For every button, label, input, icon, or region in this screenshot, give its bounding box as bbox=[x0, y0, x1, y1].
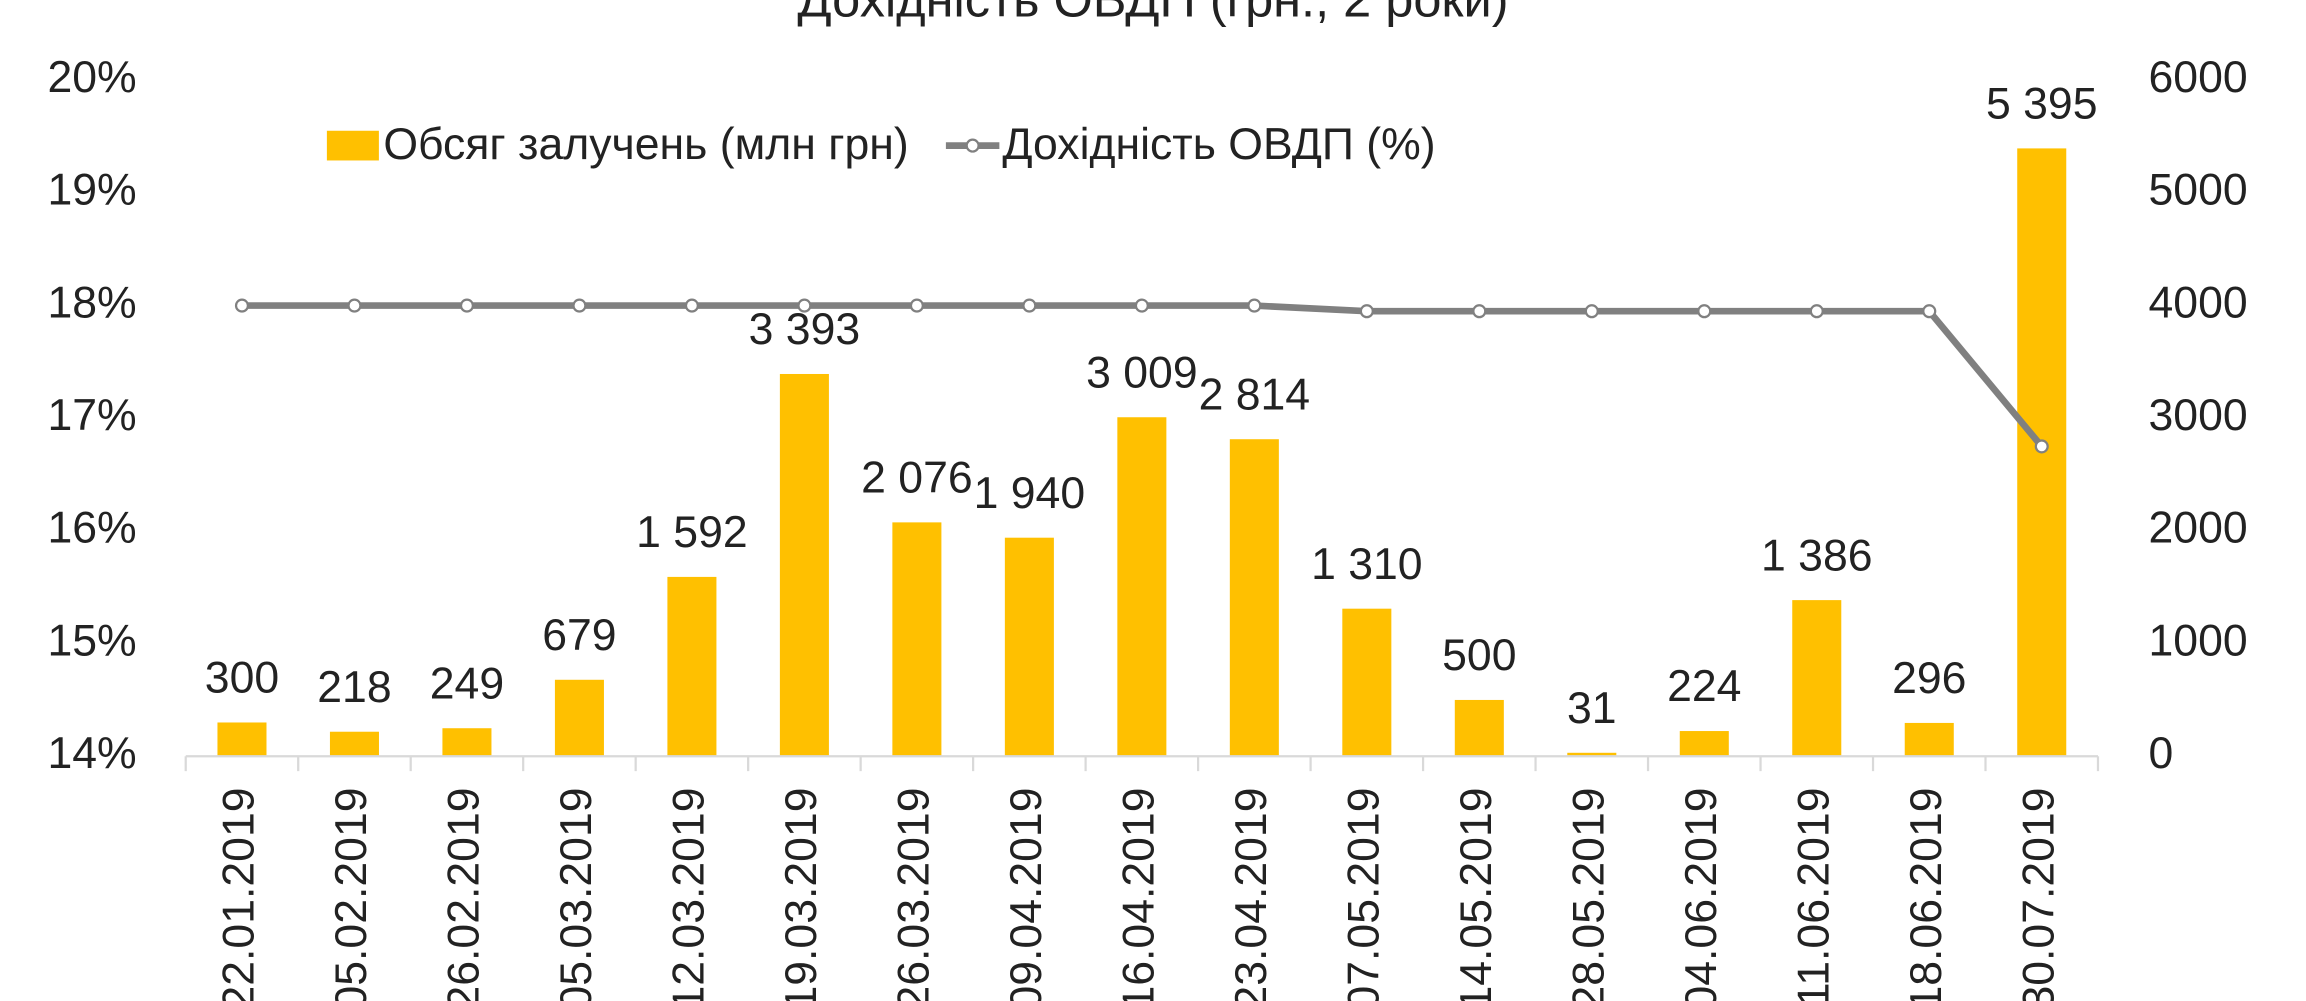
legend-label: Обсяг залучень (млн грн) bbox=[383, 120, 908, 169]
x-tick-label: 07.05.2019 bbox=[1340, 787, 1389, 1001]
value-label: 500 bbox=[1442, 631, 1516, 680]
bar bbox=[1792, 600, 1842, 757]
x-tick-label: 26.02.2019 bbox=[440, 787, 489, 1001]
value-label: 300 bbox=[205, 654, 279, 703]
y-tick-label: 15% bbox=[47, 616, 136, 665]
value-label: 3 393 bbox=[749, 305, 861, 354]
x-tick-label: 11.06.2019 bbox=[1790, 787, 1839, 1001]
legend-marker bbox=[965, 138, 980, 153]
value-label: 1 940 bbox=[974, 469, 1086, 518]
x-tick-label: 28.05.2019 bbox=[1565, 787, 1614, 1001]
bar bbox=[1454, 699, 1504, 757]
line-marker bbox=[1922, 304, 1937, 319]
bar bbox=[1342, 608, 1392, 757]
y2-tick-label: 6000 bbox=[2149, 53, 2248, 102]
value-label: 249 bbox=[430, 659, 504, 708]
line-marker bbox=[1472, 304, 1487, 319]
line-marker bbox=[684, 298, 699, 313]
x-tick-label: 09.04.2019 bbox=[1002, 787, 1051, 1001]
x-tick-label: 05.03.2019 bbox=[552, 787, 601, 1001]
line-marker bbox=[1247, 298, 1262, 313]
x-tick-label: 12.03.2019 bbox=[665, 787, 714, 1001]
x-tick-label: 30.07.2019 bbox=[2015, 787, 2064, 1001]
value-label: 2 814 bbox=[1199, 370, 1311, 419]
bar bbox=[554, 679, 604, 757]
bar bbox=[329, 731, 379, 757]
line-marker bbox=[909, 298, 924, 313]
x-tick-label: 23.04.2019 bbox=[1227, 787, 1276, 1001]
x-tick-label: 16.04.2019 bbox=[1115, 787, 1164, 1001]
y2-tick-label: 5000 bbox=[2149, 166, 2248, 215]
y2-tick-label: 3000 bbox=[2149, 391, 2248, 440]
value-label: 1 386 bbox=[1761, 531, 1873, 580]
line-marker bbox=[1584, 304, 1599, 319]
bar bbox=[1904, 722, 1954, 757]
y-tick-label: 19% bbox=[47, 166, 136, 215]
value-label: 5 395 bbox=[1986, 80, 2098, 129]
y-tick-label: 14% bbox=[47, 729, 136, 778]
chart-title: Дохідність ОВДП (грн., 2 роки) bbox=[797, 0, 1508, 27]
value-label: 3 009 bbox=[1086, 348, 1198, 397]
line-marker bbox=[459, 298, 474, 313]
value-label: 2 076 bbox=[861, 454, 973, 503]
value-label: 679 bbox=[542, 611, 616, 660]
line-marker bbox=[1359, 304, 1374, 319]
bar bbox=[779, 373, 829, 757]
x-tick-label: 22.01.2019 bbox=[215, 787, 264, 1001]
line-marker bbox=[1134, 298, 1149, 313]
line-marker bbox=[347, 298, 362, 313]
y-tick-label: 16% bbox=[47, 504, 136, 553]
x-tick-label: 26.03.2019 bbox=[890, 787, 939, 1001]
bar bbox=[442, 728, 492, 757]
y2-tick-label: 2000 bbox=[2149, 504, 2248, 553]
line-marker bbox=[1697, 304, 1712, 319]
y-tick-label: 18% bbox=[47, 278, 136, 327]
value-label: 1 310 bbox=[1311, 540, 1423, 589]
line-marker bbox=[2034, 439, 2049, 454]
y2-tick-label: 4000 bbox=[2149, 278, 2248, 327]
y-tick-label: 20% bbox=[47, 53, 136, 102]
value-label: 296 bbox=[1892, 654, 1966, 703]
x-tick-label: 04.06.2019 bbox=[1677, 787, 1726, 1001]
legend-label: Дохідність ОВДП (%) bbox=[1002, 120, 1435, 169]
bar bbox=[217, 722, 267, 757]
x-tick-label: 05.02.2019 bbox=[327, 787, 376, 1001]
line-marker bbox=[572, 298, 587, 313]
bar bbox=[1117, 417, 1167, 757]
x-tick-label: 19.03.2019 bbox=[777, 787, 826, 1001]
bar bbox=[1229, 439, 1279, 757]
value-label: 224 bbox=[1667, 662, 1741, 711]
bar bbox=[892, 522, 942, 757]
line-marker bbox=[1022, 298, 1037, 313]
legend-swatch bbox=[326, 130, 379, 161]
y2-tick-label: 0 bbox=[2149, 729, 2174, 778]
x-tick-label: 18.06.2019 bbox=[1902, 787, 1951, 1001]
value-label: 1 592 bbox=[636, 508, 748, 557]
line-marker bbox=[797, 298, 812, 313]
line-marker bbox=[234, 298, 250, 313]
line-marker bbox=[1809, 304, 1824, 319]
value-label: 218 bbox=[317, 663, 391, 712]
y-tick-label: 17% bbox=[47, 391, 136, 440]
bar bbox=[1679, 731, 1729, 757]
bar bbox=[1567, 752, 1617, 757]
bar bbox=[1004, 537, 1054, 757]
value-label: 31 bbox=[1567, 684, 1617, 733]
x-tick-label: 14.05.2019 bbox=[1452, 787, 1501, 1001]
bar bbox=[667, 576, 717, 757]
y2-tick-label: 1000 bbox=[2149, 616, 2248, 665]
